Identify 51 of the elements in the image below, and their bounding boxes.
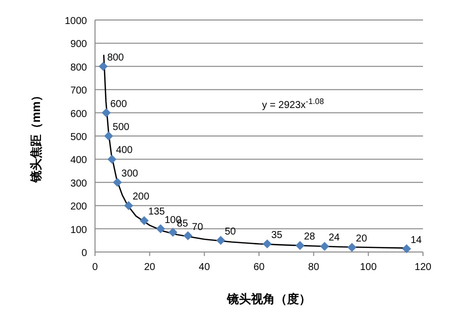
y-tick-label: 200	[70, 202, 88, 213]
y-tick-label: 100	[70, 224, 88, 236]
point	[140, 216, 149, 226]
y-tick-label: 0	[81, 248, 88, 259]
point	[104, 132, 114, 140]
y-tick-label: 1000	[64, 16, 88, 27]
x-tick-label: 100	[360, 262, 378, 273]
point	[98, 62, 108, 71]
data-label: 400	[116, 145, 134, 156]
y-axis-title: 镜头焦距（mm）	[29, 89, 43, 184]
y-tick-label: 600	[70, 108, 88, 120]
point	[216, 236, 226, 245]
y-tick-label: 300	[70, 178, 88, 190]
data-label: 70	[192, 222, 204, 233]
data-label: 24	[328, 232, 340, 244]
annotation: y = 2923x$^{-1.08}$	[262, 96, 324, 111]
x-tick-label: 40	[198, 262, 210, 273]
x-tick-label: 20	[144, 262, 156, 273]
data-label: 800	[107, 52, 124, 64]
point	[102, 108, 111, 118]
point	[124, 201, 134, 210]
point	[262, 239, 272, 248]
x-tick-label: 80	[308, 262, 320, 273]
y-tick-label: 700	[70, 86, 88, 97]
data-label: 600	[110, 98, 128, 110]
x-tick-label: 120	[414, 262, 432, 273]
data-label: 135	[148, 206, 166, 218]
point	[320, 242, 330, 251]
y-tick-label: 400	[70, 155, 88, 166]
data-label: 50	[224, 226, 236, 238]
point	[183, 231, 192, 240]
y-tick-label: 500	[70, 132, 88, 143]
point	[402, 244, 412, 254]
data-label: 14	[410, 234, 422, 246]
point	[347, 242, 356, 252]
point	[168, 228, 178, 237]
point	[156, 224, 166, 234]
y-tick-label: 800	[70, 62, 88, 74]
data-label: 300	[121, 168, 139, 180]
point	[296, 241, 304, 250]
x-tick-label: 60	[253, 262, 265, 273]
x-axis-title: 镜头视角（度）	[226, 292, 311, 306]
data-label: 28	[304, 232, 316, 243]
data-label: 200	[132, 192, 150, 203]
y-tick-label: 900	[70, 39, 88, 50]
x-tick-label: 0	[92, 262, 98, 273]
data-label: 20	[356, 233, 368, 244]
point	[112, 178, 122, 187]
data-label: 35	[271, 230, 283, 241]
point	[107, 154, 116, 164]
data-label: 500	[112, 122, 130, 133]
